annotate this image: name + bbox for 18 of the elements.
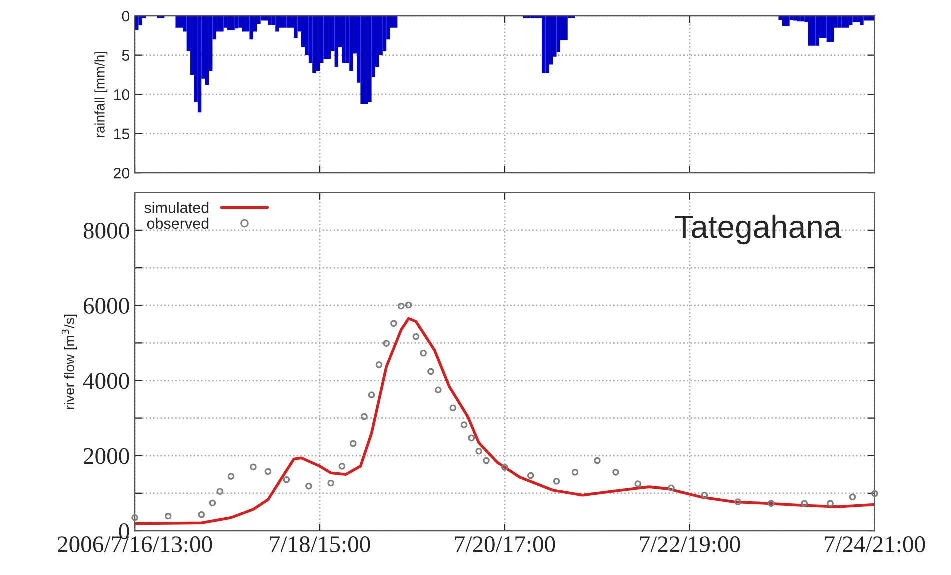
x-tick-label: 7/24/21:00 [825, 536, 926, 553]
annotation: Tategahana [675, 214, 842, 245]
y-tick-label: 15 [114, 128, 130, 140]
y-tick-label: 8000 [84, 222, 130, 239]
y-tick-label: 5 [122, 50, 130, 62]
y-tick-label: 0 [122, 10, 130, 22]
y-tick-label: 6000 [84, 298, 130, 314]
legend-label: simulated [144, 202, 209, 214]
legend-label: observed [147, 218, 209, 230]
y-axis-title: river flow [m$^{3}$/s] [62, 314, 78, 410]
y-tick-label: 2000 [84, 448, 130, 464]
x-tick-label: 7/22/19:00 [640, 536, 740, 553]
x-tick-label: 7/20/17:00 [455, 536, 556, 553]
y-tick-label: 10 [114, 89, 130, 100]
y-axis-title: rainfall [mm/h] [94, 52, 108, 138]
y-tick-label: 4000 [83, 373, 130, 390]
x-tick-label: 7/18/15:00 [270, 536, 370, 553]
y-tick-label: 20 [114, 168, 130, 179]
